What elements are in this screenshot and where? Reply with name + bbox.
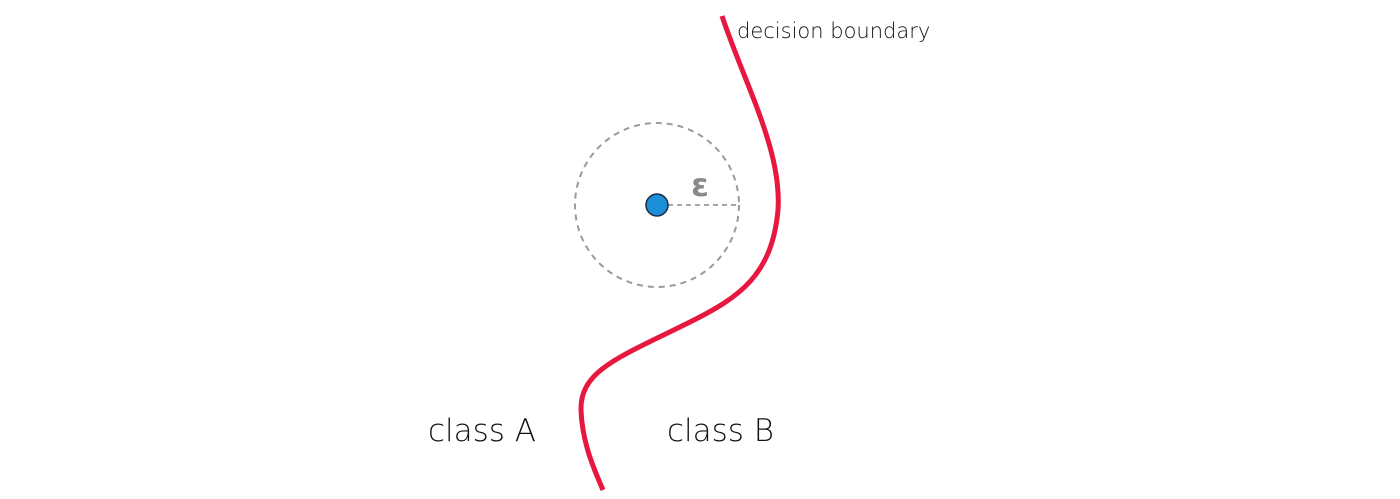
class-b-label: class B: [667, 413, 774, 449]
class-a-label: class A: [428, 413, 536, 449]
decision-boundary-curve: [578, 15, 781, 492]
epsilon-neighborhood-circle: [574, 122, 740, 288]
decision-boundary-label: decision boundary: [737, 19, 930, 43]
epsilon-label: ε: [691, 166, 709, 204]
data-point: [645, 193, 669, 217]
